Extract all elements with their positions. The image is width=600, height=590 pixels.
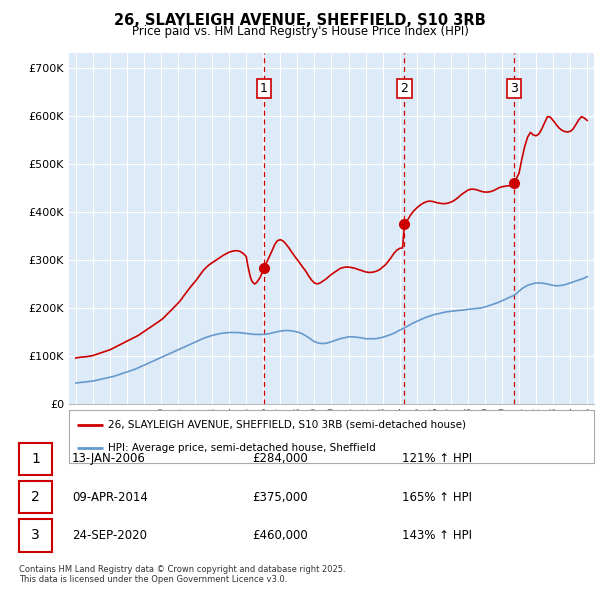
- Text: 26, SLAYLEIGH AVENUE, SHEFFIELD, S10 3RB (semi-detached house): 26, SLAYLEIGH AVENUE, SHEFFIELD, S10 3RB…: [109, 420, 466, 430]
- Text: 13-JAN-2006: 13-JAN-2006: [72, 452, 146, 466]
- Text: HPI: Average price, semi-detached house, Sheffield: HPI: Average price, semi-detached house,…: [109, 443, 376, 453]
- Text: 2: 2: [401, 81, 409, 95]
- Text: 143% ↑ HPI: 143% ↑ HPI: [402, 529, 472, 542]
- Text: 121% ↑ HPI: 121% ↑ HPI: [402, 452, 472, 466]
- Text: £284,000: £284,000: [252, 452, 308, 466]
- Text: Contains HM Land Registry data © Crown copyright and database right 2025.
This d: Contains HM Land Registry data © Crown c…: [19, 565, 346, 584]
- Text: £460,000: £460,000: [252, 529, 308, 542]
- Text: 26, SLAYLEIGH AVENUE, SHEFFIELD, S10 3RB: 26, SLAYLEIGH AVENUE, SHEFFIELD, S10 3RB: [114, 13, 486, 28]
- Text: £375,000: £375,000: [252, 490, 308, 504]
- Text: 2: 2: [31, 490, 40, 504]
- Text: 1: 1: [260, 81, 268, 95]
- Text: 165% ↑ HPI: 165% ↑ HPI: [402, 490, 472, 504]
- Text: 3: 3: [31, 529, 40, 542]
- Text: 3: 3: [510, 81, 518, 95]
- Text: 09-APR-2014: 09-APR-2014: [72, 490, 148, 504]
- Text: 1: 1: [31, 452, 40, 466]
- Text: 24-SEP-2020: 24-SEP-2020: [72, 529, 147, 542]
- Text: Price paid vs. HM Land Registry's House Price Index (HPI): Price paid vs. HM Land Registry's House …: [131, 25, 469, 38]
